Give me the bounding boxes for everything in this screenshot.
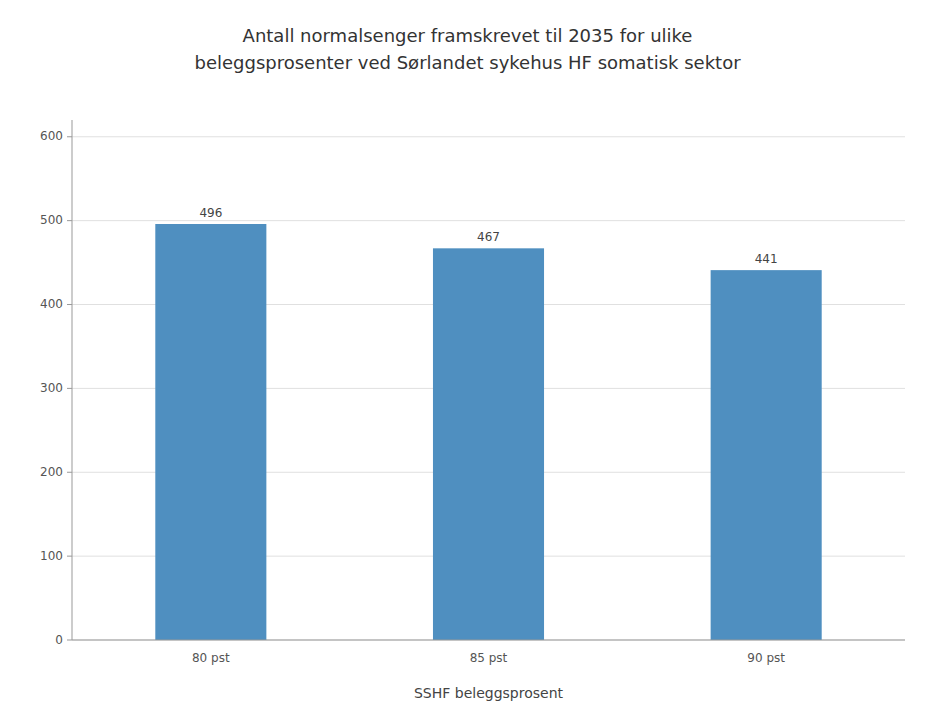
x-tick-label: 90 pst	[747, 651, 785, 665]
y-tick	[67, 556, 72, 557]
y-tick	[67, 472, 72, 473]
y-tick-label: 600	[40, 129, 63, 143]
chart-container: 0 100 200 300 400 500 600 496 467 441 80 pst 85 pst…	[0, 0, 935, 725]
y-axis-line	[72, 120, 73, 640]
y-ticks: 0 100 200 300 400 500 600	[40, 129, 72, 646]
data-label: 467	[477, 230, 500, 244]
bar	[433, 248, 544, 640]
y-tick	[67, 388, 72, 389]
y-tick-label: 500	[40, 213, 63, 227]
bar	[155, 224, 266, 640]
y-tick-label: 300	[40, 381, 63, 395]
title-line: beleggsprosenter ved Sørlandet sykehus H…	[194, 52, 741, 73]
title-line: Antall normalsenger framskrevet til 2035…	[243, 25, 693, 46]
x-axis-label: SSHF beleggsprosent	[414, 685, 564, 701]
y-tick	[67, 304, 72, 305]
y-tick-label: 0	[55, 633, 63, 647]
grid-line	[72, 136, 905, 137]
y-tick-label: 100	[40, 549, 63, 563]
title: Antall normalsenger framskrevet til 2035…	[194, 25, 741, 73]
grid-line	[72, 220, 905, 221]
x-ticks: 80 pst 85 pst 90 pst	[192, 651, 785, 665]
chart-svg: 0 100 200 300 400 500 600 496 467 441 80 pst 85 pst…	[0, 0, 935, 725]
y-tick-label: 400	[40, 297, 63, 311]
data-label: 496	[199, 206, 222, 220]
y-tick	[67, 220, 72, 221]
y-grid	[72, 137, 905, 640]
x-axis-line	[72, 640, 905, 641]
bar	[711, 270, 822, 640]
y-tick-label: 200	[40, 465, 63, 479]
grid-line	[72, 640, 905, 641]
y-tick	[67, 640, 72, 641]
data-label: 441	[755, 252, 778, 266]
x-tick-label: 80 pst	[192, 651, 230, 665]
data-labels: 496 467 441	[199, 206, 777, 266]
y-tick	[67, 136, 72, 137]
x-tick-label: 85 pst	[470, 651, 508, 665]
bars	[155, 224, 821, 640]
